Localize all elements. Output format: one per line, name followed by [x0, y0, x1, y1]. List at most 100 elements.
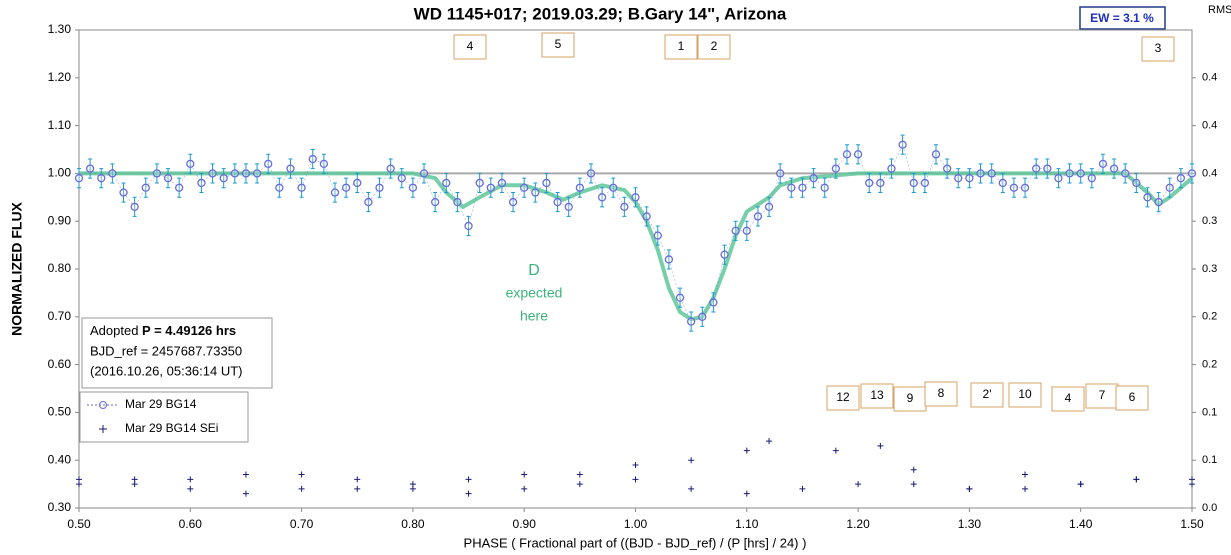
data-point: [931, 150, 941, 159]
data-point: [920, 178, 930, 188]
error-bar: [377, 177, 382, 198]
data-point: [809, 174, 818, 183]
data-point: [197, 178, 206, 188]
data-point: [1065, 169, 1074, 178]
error-bar: [566, 196, 571, 217]
y-tick-label: 0.80: [48, 261, 72, 275]
error-bar: [833, 158, 838, 179]
error-bar: [1045, 158, 1050, 179]
annotation-label: 4: [467, 39, 474, 53]
error-bar: [132, 196, 137, 217]
data-point: [1109, 164, 1119, 173]
y-tick-label: 0.60: [48, 357, 72, 371]
x-tick-label: 0.50: [67, 517, 91, 531]
data-point: [353, 178, 362, 188]
error-bar: [166, 168, 171, 189]
annotation-box: [697, 34, 731, 60]
annotation-box: [826, 385, 860, 411]
sei-point: [910, 481, 917, 488]
sei-point: [242, 471, 249, 478]
error-bar: [611, 177, 616, 198]
error-bar: [811, 168, 816, 189]
error-bar: [967, 168, 972, 189]
error-bar: [477, 172, 482, 194]
data-point: [108, 169, 117, 178]
data-point: [497, 178, 507, 188]
error-bar: [1145, 187, 1150, 208]
y-tick-label: 1.10: [48, 118, 72, 132]
error-bar: [243, 163, 248, 184]
sei-point: [242, 490, 249, 497]
error-bar: [88, 158, 93, 179]
error-bar: [388, 158, 393, 179]
info-text: P = 4.49126 hrs: [142, 323, 236, 338]
error-bar: [1123, 163, 1128, 184]
x-axis-label: PHASE ( Fractional part of ((BJD - BJD_r…: [464, 535, 807, 550]
data-point: [853, 150, 863, 159]
error-bar: [488, 177, 493, 198]
data-point: [431, 197, 440, 207]
chart-title: WD 1145+017; 2019.03.29; B.Gary 14", Ari…: [414, 4, 787, 23]
error-bar: [655, 225, 660, 246]
data-point: [219, 174, 228, 183]
error-bar: [889, 158, 894, 179]
y-tick-label: 0.90: [48, 213, 72, 227]
info-line: Adopted P = 4.49126 hrs: [90, 323, 236, 338]
data-point: [208, 169, 217, 178]
data-point: [252, 169, 262, 178]
sei-point: [576, 481, 583, 488]
y2-tick-label: 0.1: [1202, 406, 1217, 418]
sei-point: [576, 471, 583, 478]
y2-tick-label: 0.3: [1202, 215, 1217, 227]
data-point: [787, 183, 796, 192]
annotation-box: [970, 382, 1004, 408]
error-bar: [822, 177, 827, 198]
sei-point: [832, 447, 839, 454]
note-text: here: [520, 308, 548, 324]
data-point: [286, 164, 295, 173]
error-bar: [767, 196, 772, 217]
legend-label: Mar 29 BG14 SEi: [125, 421, 218, 435]
sei-point: [688, 485, 695, 492]
error-bar: [499, 172, 504, 194]
x-tick-label: 1.10: [735, 517, 759, 531]
y-tick-label: 0.50: [48, 405, 72, 419]
sei-point: [1133, 476, 1140, 483]
error-bar: [444, 172, 449, 194]
data-point: [776, 169, 785, 178]
sei-point: [298, 471, 305, 478]
data-point: [319, 159, 329, 168]
data-point: [542, 178, 551, 188]
error-bar: [366, 192, 371, 213]
y2-tick-label: 0.3: [1202, 263, 1217, 275]
data-point: [1143, 193, 1152, 202]
x-tick-label: 1.00: [624, 517, 648, 531]
data-point: [1087, 174, 1096, 183]
error-bar: [856, 144, 861, 165]
legend-marker: [99, 425, 107, 433]
data-point: [175, 183, 184, 192]
data-point: [1009, 183, 1019, 192]
data-point: [842, 150, 852, 159]
sei-point: [632, 461, 639, 468]
data-point: [664, 255, 674, 264]
y2-axis-label: RMS i: [1208, 4, 1231, 16]
error-bar: [1023, 177, 1028, 198]
data-point: [464, 221, 473, 231]
data-point: [798, 183, 807, 192]
data-point: [85, 164, 95, 173]
error-bar: [555, 192, 560, 213]
error-bar: [989, 163, 994, 184]
x-tick-label: 1.20: [846, 517, 870, 531]
data-point: [163, 174, 173, 183]
data-point: [152, 169, 162, 178]
y2-tick-label: 0.4: [1202, 167, 1217, 179]
sei-point: [354, 485, 361, 492]
annotation-label: 2: [711, 39, 718, 53]
error-bar: [466, 215, 471, 237]
data-point: [820, 183, 829, 192]
data-point: [330, 188, 340, 197]
data-point: [1043, 164, 1052, 173]
annotation-box: [924, 381, 958, 407]
